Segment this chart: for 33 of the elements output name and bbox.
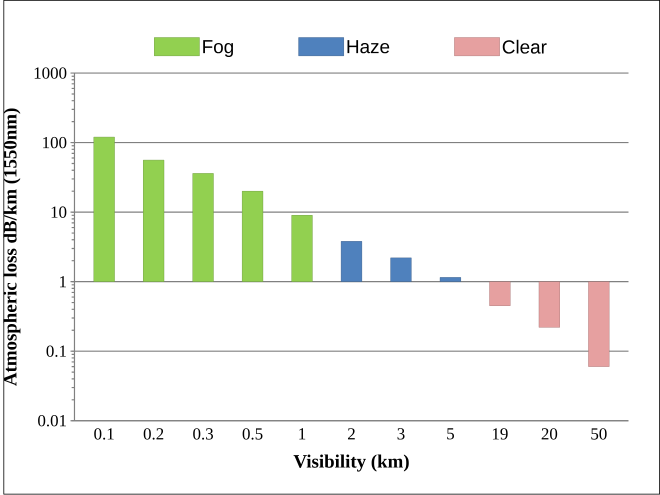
x-tick-label: 0.1 [94,428,114,440]
x-tick-label: 2 [348,428,355,440]
x-axis-title: Visibility (km) [294,454,409,472]
x-tick-label: 3 [398,428,405,440]
x-tick-label: 20 [542,428,558,440]
x-tick-label: 0.3 [193,428,213,440]
bar [538,282,560,328]
y-tick-label: 0.1 [46,346,66,358]
bar [340,241,362,282]
legend-label: Clear [502,40,547,54]
x-tick-label: 0.5 [242,428,262,440]
y-tick-label: 0.01 [38,415,66,427]
bar [489,282,510,306]
y-tick-label: 1 [60,276,66,288]
bar [143,160,164,282]
bar [588,282,610,367]
bar [440,277,462,282]
y-axis-title: Atmospheric loss dB/km (1550nm) [3,108,20,386]
legend-label: Haze [348,40,390,54]
x-tick-label: 5 [447,428,454,440]
legend-label: Fog [203,40,233,58]
y-tick-label: 1000 [34,68,66,79]
y-tick-label: 100 [43,137,66,148]
bar [192,173,214,282]
x-tick-label: 19 [492,428,508,440]
x-tick-label: 1 [299,428,306,440]
bar [291,215,313,282]
x-tick-label: 50 [591,428,607,440]
x-tick-label: 0.2 [144,428,164,440]
y-tick-label: 10 [52,206,66,218]
bar [390,258,412,282]
bar [242,191,264,282]
bar [94,137,115,282]
